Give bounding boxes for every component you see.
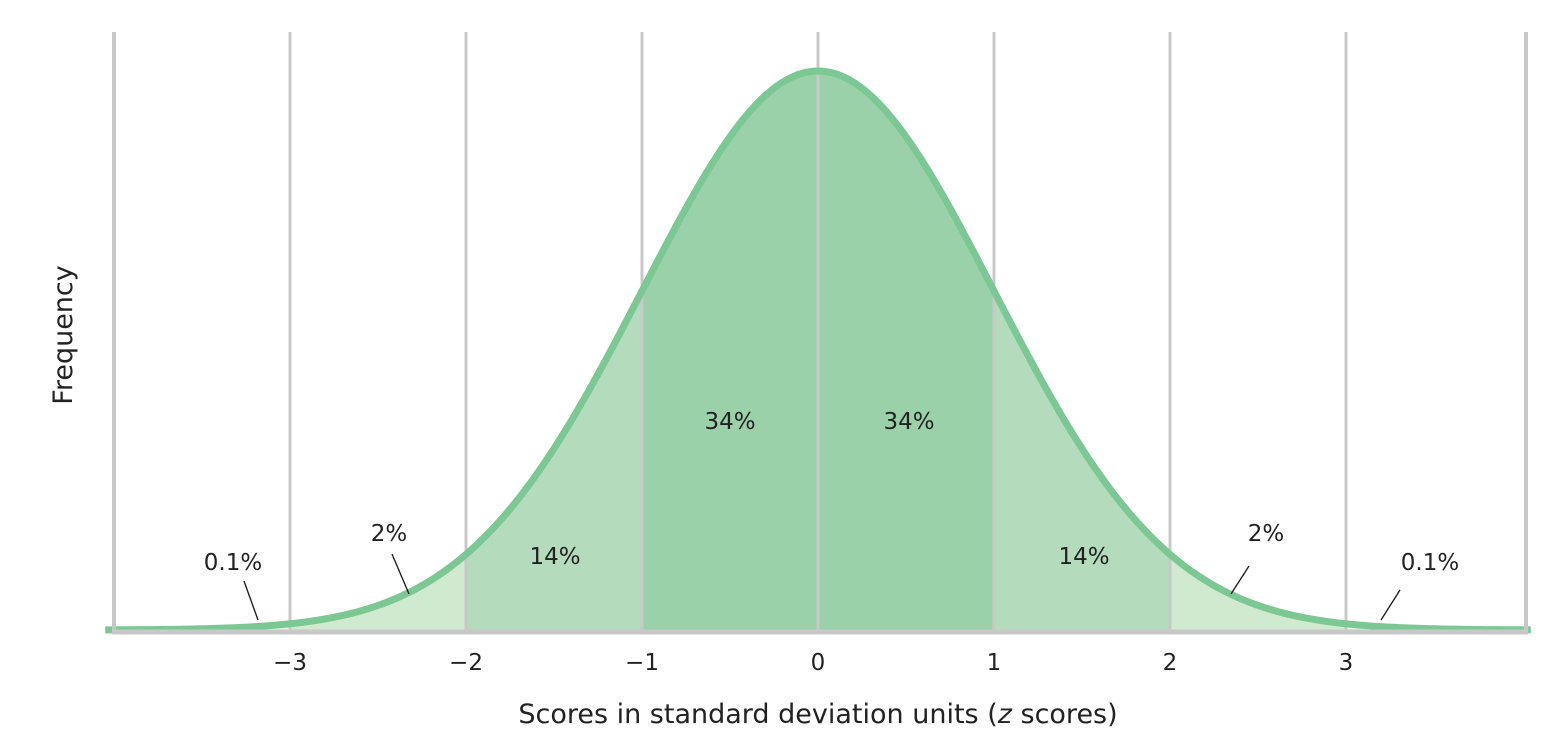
region-label-3: 34% bbox=[704, 409, 755, 435]
region-label-0: 0.1% bbox=[204, 550, 262, 576]
region-label-6: 2% bbox=[1248, 521, 1285, 547]
axes bbox=[112, 32, 1528, 635]
x-tick-label-0: −3 bbox=[273, 650, 307, 676]
x-tick-label-4: 1 bbox=[987, 650, 1002, 676]
region-label-5: 14% bbox=[1058, 544, 1109, 570]
leader-line-6 bbox=[1230, 565, 1250, 595]
x-axis-title-variable: z bbox=[997, 699, 1013, 730]
region-fill-1 bbox=[290, 554, 466, 630]
region-label-4: 34% bbox=[883, 409, 934, 435]
region-label-7: 0.1% bbox=[1401, 550, 1459, 576]
region-fill-3 bbox=[642, 71, 818, 630]
x-tick-label-3: 0 bbox=[811, 650, 826, 676]
region-label-1: 2% bbox=[371, 521, 408, 547]
region-fill-6 bbox=[1170, 554, 1346, 630]
x-tick-label-5: 2 bbox=[1163, 650, 1178, 676]
x-axis-title: Scores in standard deviation units (z sc… bbox=[518, 699, 1117, 730]
leader-line-7 bbox=[1380, 589, 1401, 621]
x-tick-label-6: 3 bbox=[1339, 650, 1354, 676]
curve-layer bbox=[105, 67, 1531, 634]
grid-lines bbox=[288, 32, 1348, 630]
x-axis-title-suffix: scores) bbox=[1012, 699, 1118, 730]
x-tick-label-1: −2 bbox=[449, 650, 483, 676]
y-axis-title: Frequency bbox=[48, 265, 79, 405]
region-label-2: 14% bbox=[529, 544, 580, 570]
x-axis-title-prefix: Scores in standard deviation units ( bbox=[518, 699, 997, 730]
region-fill-4 bbox=[818, 71, 994, 630]
leader-line-1 bbox=[391, 553, 410, 595]
x-tick-label-2: −1 bbox=[625, 650, 659, 676]
normal-curve bbox=[105, 67, 1531, 634]
percentage-labels: 0.1% 2% 14% 34% 34% 14% 2% 0.1% bbox=[204, 409, 1459, 621]
leader-line-0 bbox=[243, 580, 259, 621]
tick-labels: −3 −2 −1 0 1 2 3 bbox=[273, 650, 1353, 676]
